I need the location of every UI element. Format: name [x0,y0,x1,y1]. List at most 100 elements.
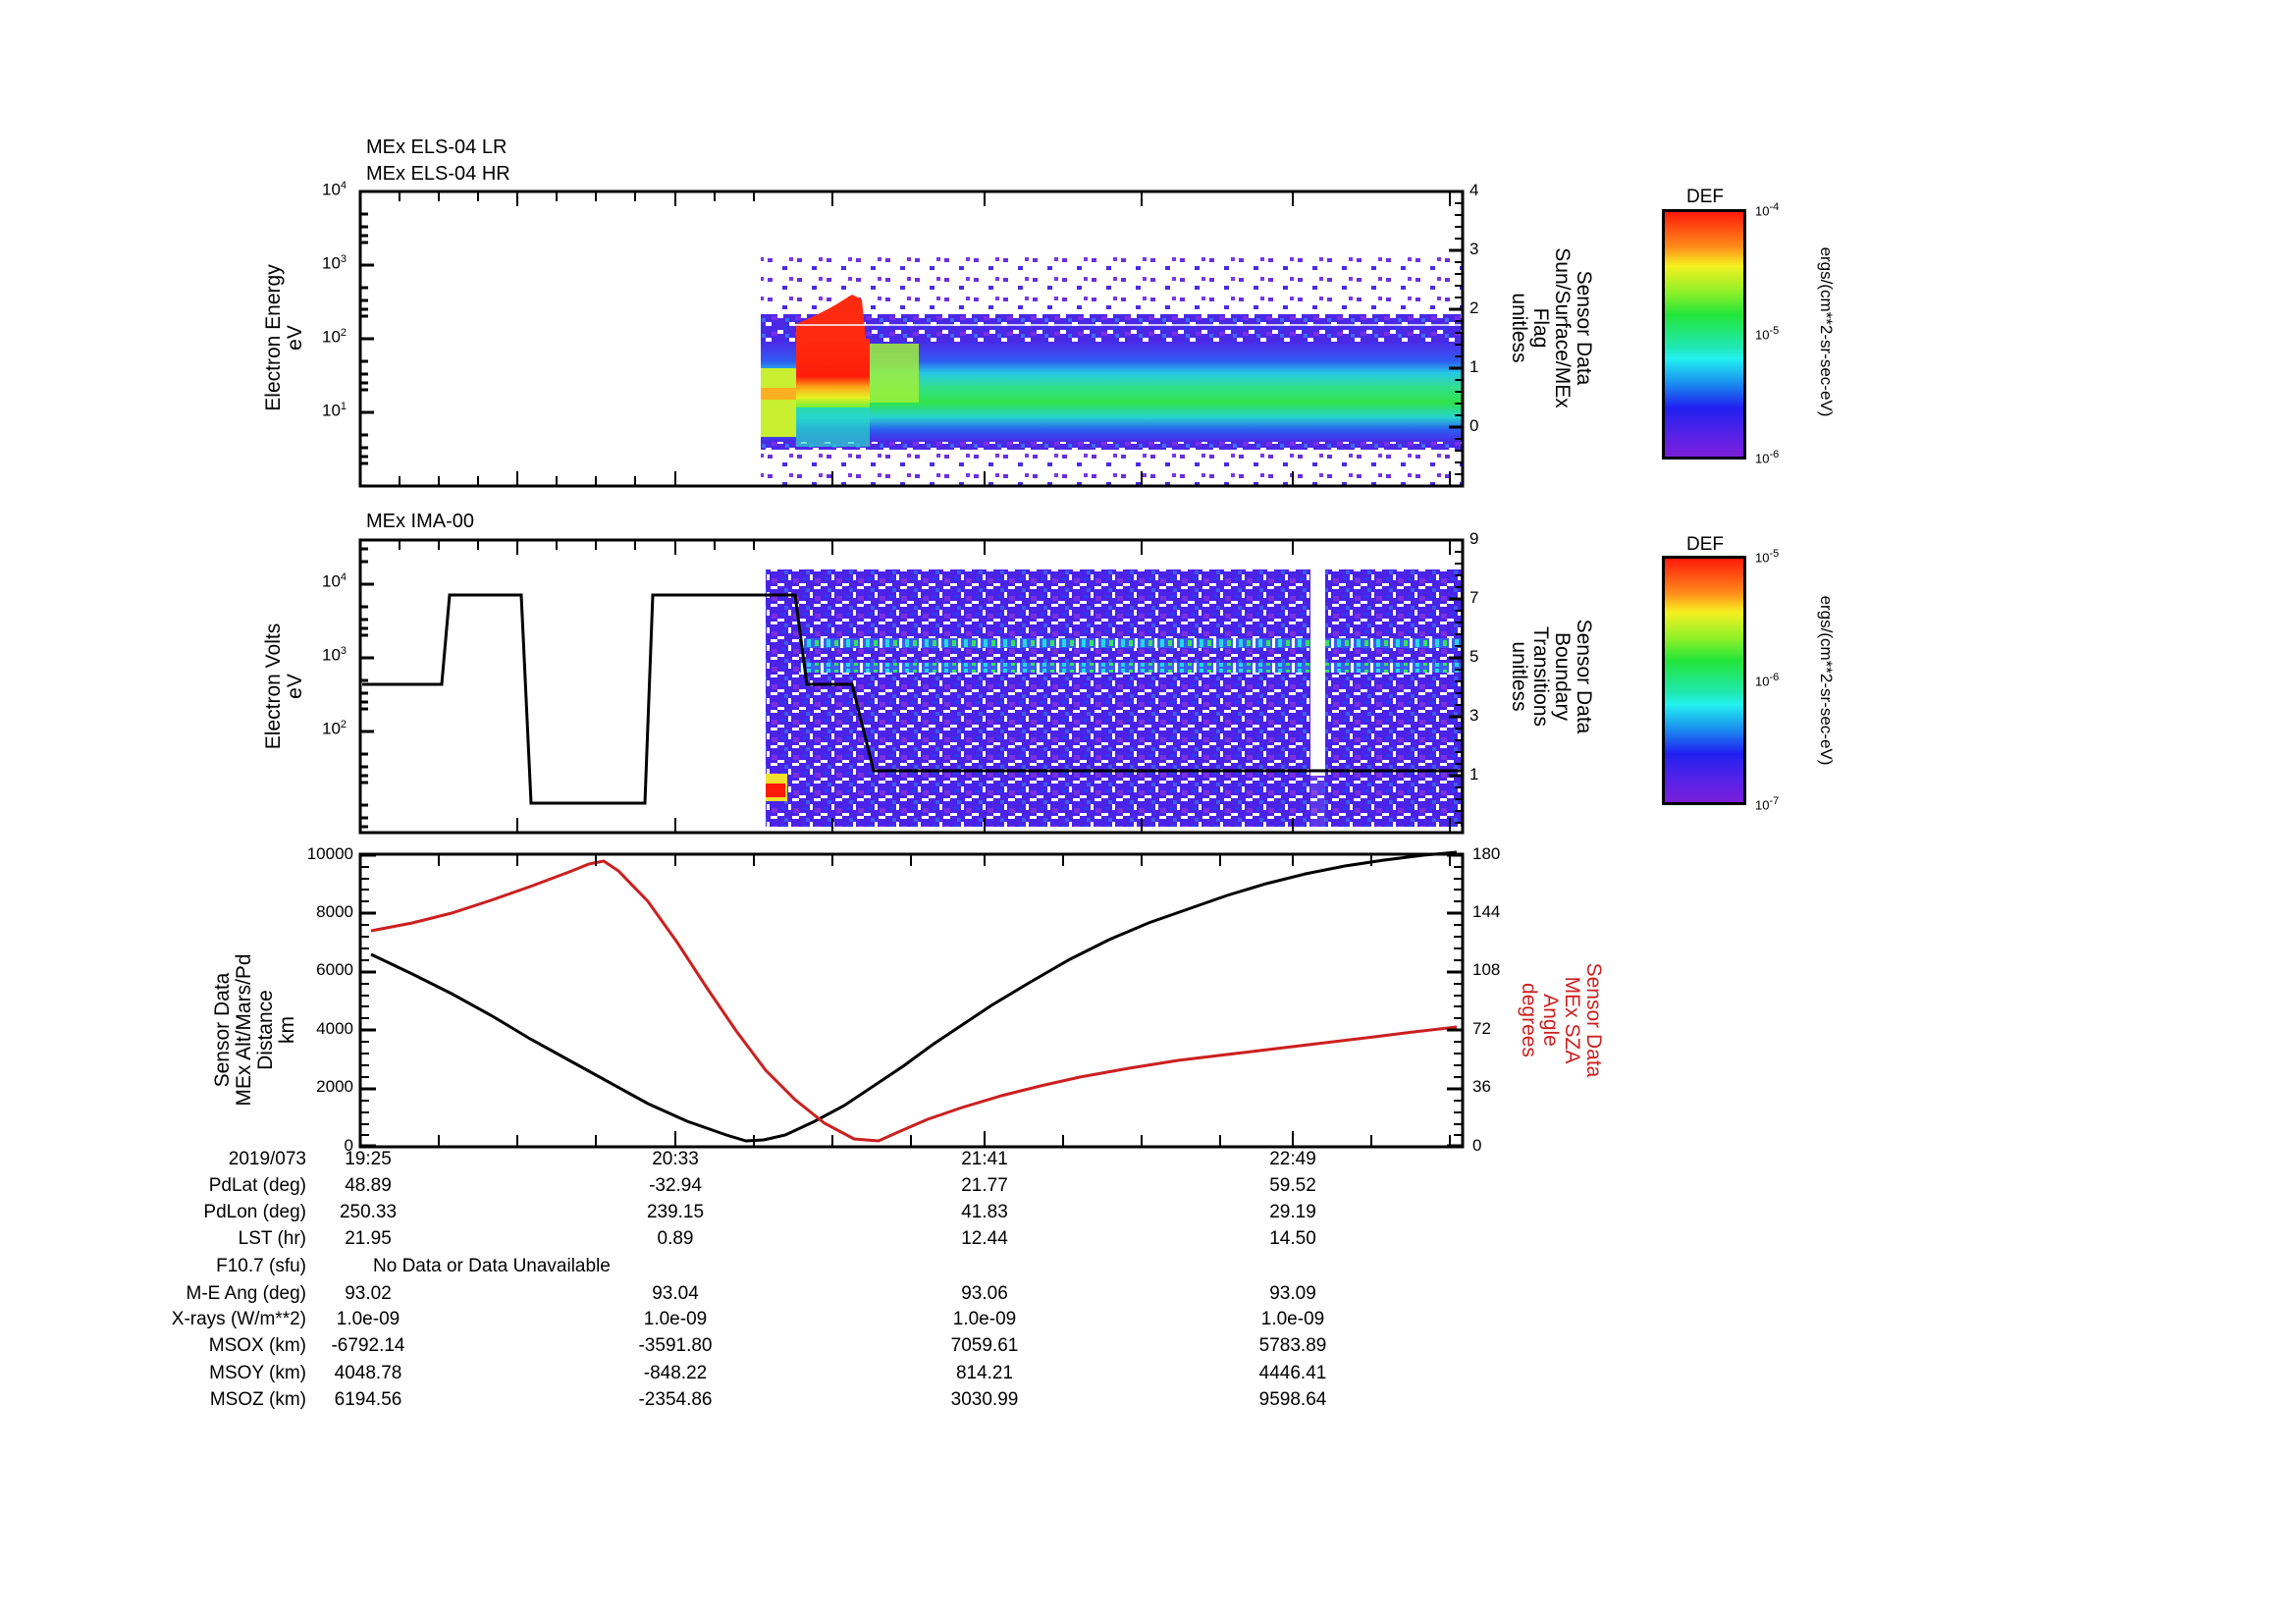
orbit-right-axis-label-line: MEx SZA [1561,976,1583,1064]
orbit-left-tick: 8000 [316,902,353,921]
orbit-left-tick: 6000 [316,960,353,979]
table-cell: 93.02 [345,1283,392,1304]
orbit-right-axis-label-line: Angle [1539,994,1562,1047]
f107-note: No Data or Data Unavailable [373,1256,611,1276]
table-cell: 1.0e-09 [643,1309,708,1329]
els-ytick: 103 [322,253,347,273]
table-cell: -32.94 [649,1175,702,1196]
els-right-tick: 1 [1469,357,1479,376]
table-cell: 3030.99 [950,1389,1019,1410]
table-cell: -848.22 [643,1363,708,1383]
table-cell: 14.50 [1269,1228,1316,1249]
orbit-right-axis-label-line: Sensor Data [1582,962,1605,1078]
table-cell: -6792.14 [331,1335,405,1356]
orbit-left-tick: 0 [344,1136,353,1155]
ima-colorbar [1662,556,1746,805]
table-cell: 12.44 [961,1228,1008,1249]
ima-right-tick: 9 [1469,529,1479,548]
table-cell: -3591.80 [638,1335,713,1356]
table-cell: 814.21 [955,1363,1014,1383]
table-cell: 29.19 [1269,1202,1316,1222]
ima-colorbar-title: DEF [1686,534,1724,555]
orbit-right-axis-label: Sensor Data MEx SZA Angle degrees [1518,922,1605,1118]
els-right-tick: 0 [1469,416,1479,435]
table-cell: 21.95 [345,1228,392,1249]
ima-colorbar-tick: 10-5 [1755,548,1780,566]
table-cell: 6194.56 [334,1389,402,1410]
row-label-msoy: MSOY (km) [209,1363,306,1383]
ima-right-tick: 5 [1469,647,1479,666]
time-label: 22:49 [1269,1149,1316,1169]
table-cell: 21.77 [961,1175,1008,1196]
els-ytick: 102 [322,327,347,347]
row-label-pdlat: PdLat (deg) [208,1175,306,1196]
els-title-lr: MEx ELS-04 LR [366,136,507,158]
els-colorbar-title: DEF [1686,187,1724,207]
orbit-right-axis-label-line: degrees [1518,983,1540,1057]
row-label-msoz: MSOZ (km) [209,1389,306,1410]
orbit-left-tick: 4000 [316,1019,353,1038]
ima-right-tick: 1 [1469,765,1479,784]
els-right-tick: 2 [1469,298,1479,317]
table-cell: 5783.89 [1258,1335,1327,1356]
ima-colorbar-tick: 10-6 [1755,672,1780,689]
table-cell: 93.04 [652,1283,699,1304]
table-cell: 4446.41 [1258,1363,1327,1383]
table-cell: -2354.86 [638,1389,713,1410]
els-colorbar-tick: 10-5 [1755,325,1780,343]
els-ytick: 101 [322,401,347,420]
table-cell: 48.89 [345,1175,392,1196]
orbit-right-tick: 108 [1472,960,1501,979]
els-colorbar [1662,209,1746,460]
orbit-left-tick: 2000 [316,1077,353,1096]
ima-title: MEx IMA-00 [366,511,475,532]
table-cell: 7059.61 [950,1335,1019,1356]
time-label: 20:33 [652,1149,699,1169]
orbit-right-tick: 72 [1472,1019,1491,1038]
row-label-lst: LST (hr) [238,1228,306,1249]
distance-line [370,850,1458,1143]
orbit-left-tick: 10000 [306,844,353,863]
table-cell: 1.0e-09 [952,1309,1017,1329]
ima-colorbar-tick: 10-7 [1755,795,1780,813]
ima-ytick: 102 [322,719,347,738]
table-cell: 0.89 [657,1228,694,1249]
time-label: 21:41 [961,1149,1008,1169]
ima-ytick: 104 [322,571,347,591]
ima-right-tick: 3 [1469,706,1479,725]
table-cell: 250.33 [339,1202,398,1222]
els-right-tick: 3 [1469,240,1479,258]
table-cell: 4048.78 [334,1363,402,1383]
date-label: 2019/073 [228,1149,306,1169]
time-label: 19:25 [345,1149,392,1169]
table-cell: 1.0e-09 [1260,1309,1325,1329]
orbit-right-tick: 0 [1472,1136,1482,1155]
els-right-tick: 4 [1469,181,1479,199]
ima-ytick: 103 [322,645,347,665]
row-label-xrays: X-rays (W/m**2) [171,1309,306,1329]
els-colorbar-tick: 10-4 [1755,201,1780,219]
table-cell: 93.09 [1269,1283,1316,1304]
row-label-pdlon: PdLon (deg) [203,1202,306,1222]
els-title-hr: MEx ELS-04 HR [366,163,510,185]
ima-right-tick: 7 [1469,588,1479,607]
els-colorbar-tick: 10-6 [1755,449,1780,466]
table-cell: 9598.64 [1258,1389,1327,1410]
row-label-me-ang: M-E Ang (deg) [186,1283,307,1304]
table-cell: 41.83 [961,1202,1008,1222]
table-cell: 1.0e-09 [336,1309,400,1329]
orbit-right-tick: 36 [1472,1077,1491,1096]
orbit-right-tick: 144 [1472,902,1501,921]
row-label-f107: F10.7 (sfu) [216,1256,306,1276]
table-cell: 239.15 [646,1202,705,1222]
orbit-right-tick: 180 [1472,844,1501,863]
els-ytick: 104 [322,180,347,199]
row-label-msox: MSOX (km) [208,1335,306,1356]
table-cell: 59.52 [1269,1175,1316,1196]
boundary-transitions-line [362,593,1463,805]
table-cell: 93.06 [961,1283,1008,1304]
sza-line [370,859,1458,1143]
